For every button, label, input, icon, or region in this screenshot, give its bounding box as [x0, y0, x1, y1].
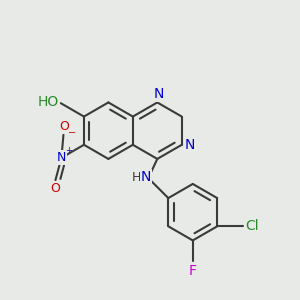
Text: N: N [185, 138, 195, 152]
Text: +: + [65, 146, 72, 155]
Text: Cl: Cl [246, 219, 259, 233]
Text: −: − [68, 128, 76, 138]
Text: HO: HO [38, 95, 59, 109]
Text: O: O [59, 120, 69, 133]
Text: F: F [189, 264, 197, 278]
Text: N: N [57, 151, 66, 164]
Text: H: H [131, 171, 141, 184]
Text: N: N [141, 170, 151, 184]
Text: O: O [50, 182, 60, 195]
Text: N: N [154, 87, 164, 101]
